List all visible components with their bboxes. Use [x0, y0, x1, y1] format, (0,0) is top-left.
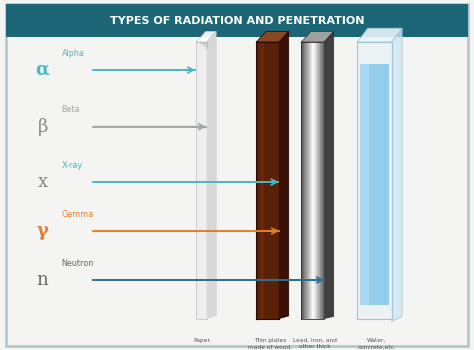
Polygon shape: [322, 42, 323, 318]
Text: Neutron: Neutron: [62, 259, 94, 268]
Text: Beta: Beta: [62, 105, 80, 114]
Polygon shape: [311, 42, 312, 318]
Text: α: α: [36, 61, 50, 79]
Polygon shape: [196, 42, 207, 318]
Polygon shape: [303, 42, 304, 318]
Text: X-ray: X-ray: [62, 161, 83, 170]
Polygon shape: [301, 32, 334, 42]
Polygon shape: [302, 42, 303, 318]
Text: Lead, iron, and
other thick
metal plates: Lead, iron, and other thick metal plates: [293, 338, 337, 350]
FancyBboxPatch shape: [6, 4, 468, 37]
Polygon shape: [198, 42, 207, 48]
Text: TYPES OF RADIATION AND PENETRATION: TYPES OF RADIATION AND PENETRATION: [110, 16, 364, 26]
Polygon shape: [312, 42, 313, 318]
Polygon shape: [307, 42, 308, 318]
Polygon shape: [315, 42, 316, 318]
Polygon shape: [319, 42, 320, 318]
Text: Paper: Paper: [193, 338, 210, 343]
Polygon shape: [207, 32, 216, 318]
Polygon shape: [317, 42, 318, 318]
Polygon shape: [360, 64, 369, 304]
Polygon shape: [323, 42, 324, 318]
Polygon shape: [357, 28, 402, 42]
Polygon shape: [313, 42, 314, 318]
Polygon shape: [392, 28, 402, 322]
Polygon shape: [309, 42, 310, 318]
Polygon shape: [196, 32, 216, 42]
Polygon shape: [304, 42, 305, 318]
Polygon shape: [360, 64, 389, 304]
Polygon shape: [260, 42, 264, 318]
Text: x: x: [37, 173, 48, 191]
Text: n: n: [37, 271, 48, 289]
Polygon shape: [308, 42, 309, 318]
Polygon shape: [279, 32, 289, 318]
Polygon shape: [310, 42, 311, 318]
Text: Alpha: Alpha: [62, 49, 84, 58]
FancyBboxPatch shape: [6, 4, 468, 346]
Polygon shape: [320, 42, 321, 318]
Polygon shape: [196, 42, 207, 318]
Polygon shape: [314, 42, 315, 318]
Polygon shape: [357, 42, 392, 318]
Polygon shape: [305, 42, 306, 318]
Polygon shape: [306, 42, 307, 318]
Text: β: β: [37, 118, 48, 136]
Polygon shape: [316, 42, 317, 318]
Polygon shape: [256, 42, 279, 318]
Polygon shape: [301, 42, 302, 318]
Polygon shape: [321, 42, 322, 318]
Text: Gamma: Gamma: [62, 210, 94, 219]
Text: Water,
concrete,etc.: Water, concrete,etc.: [357, 338, 396, 349]
Text: γ: γ: [36, 222, 49, 240]
Polygon shape: [256, 32, 289, 42]
Text: Thin plates
made of wood,
aluminum, etc.: Thin plates made of wood, aluminum, etc.: [248, 338, 292, 350]
Polygon shape: [318, 42, 319, 318]
Polygon shape: [324, 32, 334, 318]
